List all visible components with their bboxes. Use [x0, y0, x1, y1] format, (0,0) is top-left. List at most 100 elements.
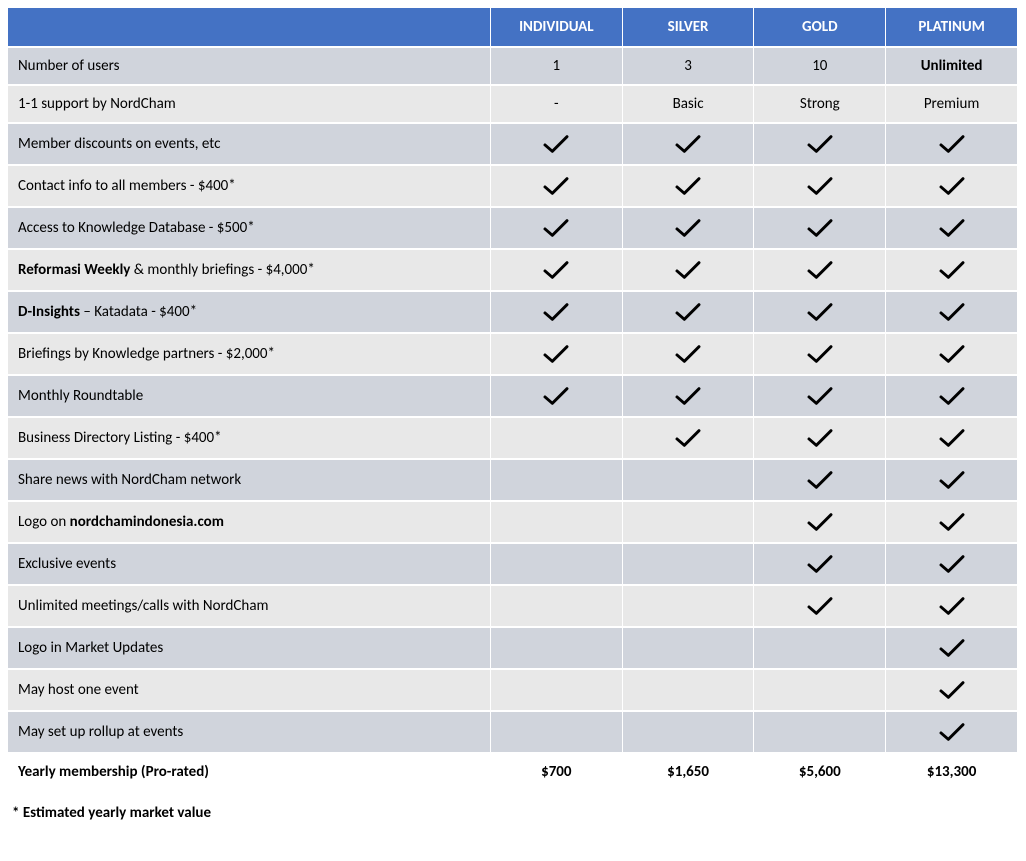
check-icon [805, 217, 835, 239]
check-icon [937, 721, 967, 743]
header-tier-individual: INDIVIDUAL [490, 8, 622, 47]
value-cell [754, 585, 886, 627]
value-cell [622, 333, 754, 375]
value-cell [886, 585, 1018, 627]
check-icon [673, 301, 703, 323]
price-value: $13,300 [886, 753, 1018, 791]
check-icon [805, 553, 835, 575]
check-icon [673, 175, 703, 197]
feature-cell: Contact info to all members - $400* [8, 165, 490, 207]
value-cell [622, 501, 754, 543]
feature-cell: Number of users [8, 47, 490, 85]
price-value: $700 [490, 753, 622, 791]
check-icon [805, 175, 835, 197]
table-row: Business Directory Listing - $400* [8, 417, 1018, 459]
value-cell [754, 375, 886, 417]
feature-cell: Share news with NordCham network [8, 459, 490, 501]
check-icon [673, 385, 703, 407]
check-icon [541, 259, 571, 281]
value-cell: 3 [622, 47, 754, 85]
value-cell [622, 543, 754, 585]
value-cell [754, 711, 886, 753]
value-cell [490, 123, 622, 165]
check-icon [937, 679, 967, 701]
value-cell [490, 207, 622, 249]
check-icon [541, 385, 571, 407]
table-row: May set up rollup at events [8, 711, 1018, 753]
header-row: INDIVIDUAL SILVER GOLD PLATINUM [8, 8, 1018, 47]
header-tier-platinum: PLATINUM [886, 8, 1018, 47]
value-cell: Premium [886, 85, 1018, 123]
check-icon [673, 259, 703, 281]
value-cell: - [490, 85, 622, 123]
check-icon [937, 511, 967, 533]
price-value: $1,650 [622, 753, 754, 791]
value-cell [622, 585, 754, 627]
feature-cell: Logo on nordchamindonesia.com [8, 501, 490, 543]
value-cell [754, 333, 886, 375]
feature-cell: Logo in Market Updates [8, 627, 490, 669]
value-cell [490, 459, 622, 501]
value-cell [754, 669, 886, 711]
value-cell: Unlimited [886, 47, 1018, 85]
header-blank [8, 8, 490, 47]
check-icon [805, 133, 835, 155]
check-icon [937, 595, 967, 617]
check-icon [541, 175, 571, 197]
value-cell [490, 165, 622, 207]
value-cell: 10 [754, 47, 886, 85]
value-cell [886, 459, 1018, 501]
check-icon [937, 637, 967, 659]
value-cell [490, 627, 622, 669]
feature-cell: Member discounts on events, etc [8, 123, 490, 165]
value-cell [886, 123, 1018, 165]
table-row: Access to Knowledge Database - $500* [8, 207, 1018, 249]
check-icon [937, 385, 967, 407]
check-icon [937, 553, 967, 575]
table-row: Exclusive events [8, 543, 1018, 585]
check-icon [937, 301, 967, 323]
table-row: May host one event [8, 669, 1018, 711]
table-row: Member discounts on events, etc [8, 123, 1018, 165]
table-row: Logo in Market Updates [8, 627, 1018, 669]
feature-cell: Briefings by Knowledge partners - $2,000… [8, 333, 490, 375]
check-icon [805, 259, 835, 281]
value-cell [622, 627, 754, 669]
value-cell [886, 291, 1018, 333]
value-cell [622, 375, 754, 417]
value-cell [490, 711, 622, 753]
value-cell [622, 291, 754, 333]
value-cell [886, 711, 1018, 753]
value-cell [754, 165, 886, 207]
value-cell [622, 417, 754, 459]
check-icon [673, 217, 703, 239]
value-cell [886, 501, 1018, 543]
check-icon [937, 175, 967, 197]
table-row: Reformasi Weekly & monthly briefings - $… [8, 249, 1018, 291]
value-cell [886, 333, 1018, 375]
value-cell [490, 501, 622, 543]
value-cell [490, 417, 622, 459]
table-row: Briefings by Knowledge partners - $2,000… [8, 333, 1018, 375]
value-cell [886, 249, 1018, 291]
value-cell [622, 249, 754, 291]
value-cell [754, 501, 886, 543]
check-icon [937, 343, 967, 365]
check-icon [541, 301, 571, 323]
feature-cell: Exclusive events [8, 543, 490, 585]
value-cell [886, 165, 1018, 207]
feature-cell: Unlimited meetings/calls with NordCham [8, 585, 490, 627]
value-cell [490, 543, 622, 585]
value-cell [754, 207, 886, 249]
check-icon [541, 217, 571, 239]
table-row: Share news with NordCham network [8, 459, 1018, 501]
value-cell [886, 417, 1018, 459]
value-cell: Basic [622, 85, 754, 123]
check-icon [805, 511, 835, 533]
membership-comparison-table: INDIVIDUAL SILVER GOLD PLATINUM Number o… [8, 8, 1018, 792]
value-cell [490, 669, 622, 711]
table-row: Monthly Roundtable [8, 375, 1018, 417]
check-icon [673, 343, 703, 365]
check-icon [541, 133, 571, 155]
value-cell [490, 333, 622, 375]
